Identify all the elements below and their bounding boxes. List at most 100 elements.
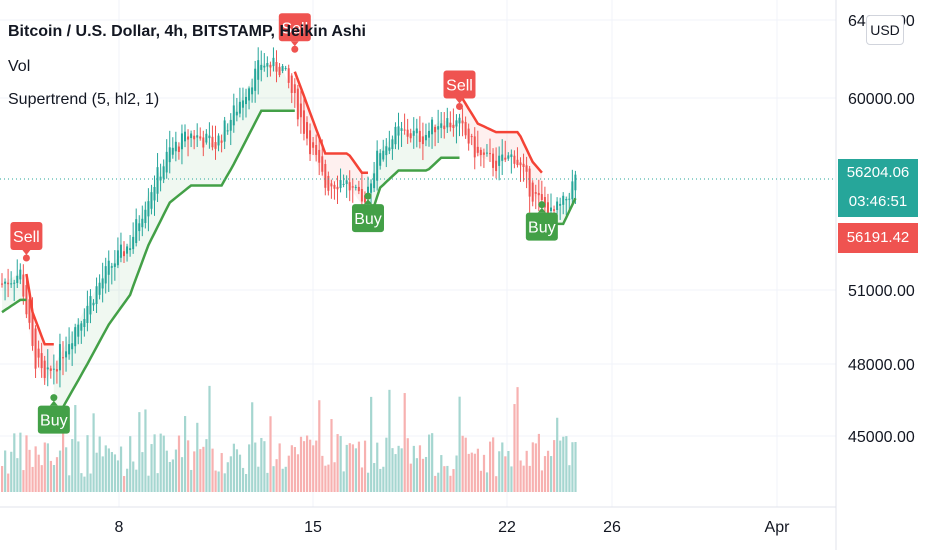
candle-body (104, 266, 107, 284)
supertrend-fill-region (541, 179, 576, 224)
currency-button[interactable]: USD (866, 15, 904, 45)
volume-bar (159, 433, 162, 492)
volume-bar (241, 467, 245, 492)
candle-body (434, 126, 437, 133)
volume-bar (10, 451, 13, 492)
volume-bar (116, 460, 120, 492)
volume-legend[interactable]: Vol (8, 58, 31, 75)
candle-body (302, 110, 305, 134)
candle-body (492, 153, 495, 168)
candle-body (565, 198, 568, 201)
volume-bar (171, 459, 174, 492)
candle-body (162, 166, 165, 179)
volume-bar (110, 452, 113, 492)
volume-bar (315, 440, 318, 492)
volume-bar (519, 460, 522, 492)
candle-body (223, 120, 226, 142)
volume-bar (333, 462, 336, 492)
candle-body (37, 348, 40, 358)
candle-body (129, 248, 132, 251)
candle-body (351, 186, 354, 188)
volume-bar (434, 475, 437, 492)
volume-bar (123, 476, 126, 492)
signal-bg (10, 222, 43, 250)
volume-bar (211, 448, 214, 492)
volume-bar (40, 465, 43, 492)
supertrend-legend[interactable]: Supertrend (5, hl2, 1) (8, 91, 160, 108)
y-tick-label: 48000.00 (848, 357, 915, 374)
candle-body (501, 154, 504, 161)
volume-bar (455, 455, 458, 492)
candle-body (443, 125, 446, 130)
volume-bar (290, 445, 293, 492)
candle-body (409, 133, 412, 139)
volume-bar (165, 450, 168, 492)
volume-bar (443, 466, 446, 492)
volume-bar (49, 460, 52, 492)
volume-bar (104, 445, 107, 492)
signal-bg (525, 212, 558, 241)
candles (1, 47, 577, 388)
volume-bar (397, 445, 400, 492)
signal-text: Buy (40, 413, 68, 430)
candle-body (19, 269, 22, 280)
volume-bar (507, 451, 510, 492)
volume-bar (476, 448, 479, 492)
candle-body (379, 153, 382, 166)
volume-bar (385, 437, 388, 492)
signal-pointer (537, 207, 546, 213)
volume-bar (452, 469, 455, 492)
volume-bar (107, 448, 110, 492)
volume-bar (98, 436, 101, 492)
candle-body (385, 146, 388, 156)
volume-bar (190, 469, 193, 492)
supertrend-up-line (366, 156, 460, 225)
candle-body (333, 184, 336, 189)
candle-body (412, 130, 415, 136)
candle-body (278, 66, 281, 76)
time-axis-labels: 8 15 22 26 Apr (115, 519, 791, 536)
volume-bar (440, 455, 443, 492)
volume-bar (376, 442, 379, 492)
volume-bar (150, 444, 153, 492)
candle-body (187, 136, 190, 140)
candle-body (562, 195, 565, 205)
volume-bar (418, 445, 422, 492)
volume-bar (162, 435, 165, 492)
supertrend-fill-region (26, 274, 54, 384)
candle-body (98, 282, 101, 295)
volume-bar (550, 456, 553, 492)
volume-bar (470, 452, 473, 492)
signal-text: Sell (446, 78, 473, 95)
volume-bar (89, 473, 92, 492)
volume-bar (373, 463, 376, 492)
volume-bar (345, 444, 348, 492)
volume-bar (251, 402, 254, 492)
candle-body (421, 136, 424, 145)
volume-bar (138, 412, 141, 492)
candle-body (513, 155, 516, 164)
volume-bar (19, 432, 22, 492)
x-tick-label: 22 (498, 519, 516, 536)
candle-body (446, 118, 449, 128)
volume-bar (525, 450, 528, 492)
volume-bar (263, 441, 266, 492)
candle-body (473, 136, 476, 158)
volume-bar (336, 434, 339, 492)
volume-bar (281, 468, 284, 492)
volume-bar (485, 472, 489, 492)
volume-bar (406, 438, 409, 492)
volume-bar (80, 473, 83, 492)
volume-bar (498, 451, 501, 492)
volume-bar (306, 435, 309, 492)
candle-body (553, 209, 556, 211)
candle-body (415, 128, 418, 134)
candle-body (83, 319, 86, 328)
candle-body (363, 195, 366, 203)
candle-body (330, 183, 333, 187)
volume-bar (492, 437, 495, 492)
volume-bar (22, 470, 25, 492)
volume-bar (302, 441, 306, 492)
candle-body (315, 144, 318, 155)
